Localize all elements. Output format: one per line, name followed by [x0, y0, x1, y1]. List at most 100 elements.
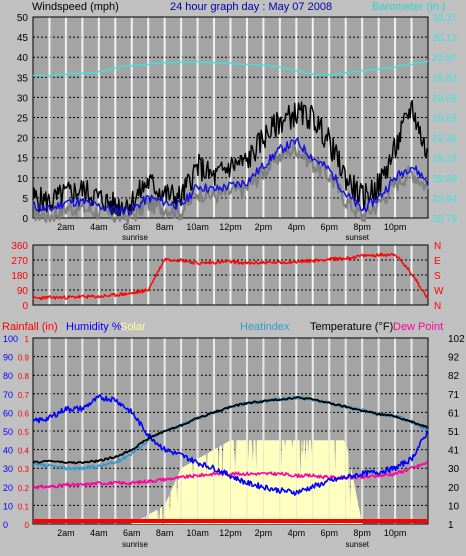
baro-y-tick: 29.53	[432, 114, 457, 125]
temp-y-tick: 1	[448, 520, 454, 531]
legend-dewpoint: Dew Point	[393, 321, 443, 333]
baro-y-tick: 30.12	[432, 33, 457, 44]
humidity-y-tick: 30	[3, 464, 13, 474]
temp-y-tick: 82	[448, 371, 460, 382]
wind-plot-border	[32, 16, 429, 219]
wind-y-tick: 40	[17, 53, 29, 64]
humidity-y-tick: 0	[3, 520, 8, 530]
x-tick-label: 6am	[123, 528, 141, 538]
wind-y-tick: 25	[17, 114, 29, 125]
rain-y-tick: 0.4	[18, 447, 30, 456]
x-tick-label: 10pm	[384, 528, 407, 538]
x-tick-label: 12pm	[219, 222, 242, 232]
baro-y-tick: 29.23	[432, 154, 457, 165]
rain-y-tick: 0.3	[18, 465, 30, 474]
sunset-label: sunset	[345, 540, 369, 549]
wind-y-tick: 0	[22, 214, 28, 225]
wind-direction-panel: 0 N 90 W 180 S 270 E 360 N	[11, 241, 444, 312]
temp-y-tick: 51	[448, 427, 460, 438]
wind-y-tick: 10	[17, 174, 29, 185]
baro-y-tick: 28.79	[432, 214, 457, 225]
wind-axis-label: Windspeed (mph)	[32, 1, 119, 13]
baro-y-tick: 30.27	[432, 13, 457, 24]
wind-y-tick: 50	[17, 13, 29, 24]
sunrise-label: sunrise	[122, 540, 148, 549]
wind-direction-line	[32, 252, 429, 301]
baro-y-tick: 29.83	[432, 73, 457, 84]
temp-y-tick: 30	[448, 464, 460, 475]
temp-humidity-panel: 0 0 1 10 0.1 10 20 0.2 20 30 0.3 30 40 0.4 41 50 0.5 51 60…	[3, 334, 465, 549]
dir-y-tick: 270	[11, 256, 28, 267]
dir-compass-tick: S	[434, 271, 441, 282]
humidity-line	[32, 394, 428, 496]
wind-barometer-panel: 0 28.79 5 28.94 10 29.09 15 29.23 20 29.38 25 29.53…	[17, 13, 458, 242]
barometer-axis-label: Barometer (in.)	[372, 1, 445, 13]
temp-y-tick: 71	[448, 390, 460, 401]
x-tick-label: 8am	[156, 528, 174, 538]
rainfall-bar	[33, 519, 428, 523]
temp-y-tick: 10	[448, 501, 460, 512]
wind-y-tick: 20	[17, 134, 29, 145]
x-tick-label: 2pm	[255, 528, 273, 538]
rain-y-tick: 0.1	[18, 502, 30, 511]
wind-y-tick: 35	[17, 73, 29, 84]
x-tick-label: 8am	[156, 222, 174, 232]
legend-heatindex: Heatindex	[240, 321, 290, 333]
x-tick-label: 6pm	[320, 528, 338, 538]
wind-lull-line	[32, 141, 429, 226]
x-tick-label: 8pm	[353, 528, 371, 538]
dir-compass-tick: W	[434, 286, 444, 297]
wind-y-tick: 30	[17, 93, 29, 104]
humidity-y-tick: 60	[3, 408, 13, 418]
baro-y-tick: 29.09	[432, 174, 457, 185]
x-tick-label: 10am	[186, 528, 209, 538]
x-tick-label: 4am	[90, 528, 108, 538]
humidity-y-tick: 40	[3, 446, 13, 456]
humidity-y-tick: 70	[3, 390, 13, 400]
x-tick-label: 12pm	[219, 528, 242, 538]
x-tick-label: 2am	[57, 222, 75, 232]
humidity-y-tick: 100	[3, 334, 18, 344]
humidity-y-tick: 90	[3, 353, 13, 363]
legend-temperature: Temperature (°F)	[310, 321, 393, 333]
wind-avg-line	[32, 137, 429, 216]
rain-y-tick: 0.9	[18, 354, 30, 363]
dir-plot-border	[32, 244, 429, 306]
baro-y-tick: 29.97	[432, 53, 457, 64]
temperature-line	[32, 396, 429, 465]
dir-y-tick: 180	[11, 271, 28, 282]
baro-y-tick: 28.94	[432, 194, 457, 205]
baro-y-tick: 29.38	[432, 134, 457, 145]
temp-y-tick: 102	[448, 334, 465, 345]
rain-y-tick: 0.7	[18, 391, 30, 400]
x-tick-label: 8pm	[353, 222, 371, 232]
temp-y-tick: 61	[448, 408, 460, 419]
temp-y-tick: 20	[448, 483, 460, 494]
x-tick-label: 4pm	[288, 528, 306, 538]
dir-y-tick: 0	[22, 301, 28, 312]
humidity-y-tick: 80	[3, 371, 13, 381]
x-tick-label: 4am	[90, 222, 108, 232]
rain-y-tick: 0	[25, 521, 30, 530]
rain-y-tick: 0.8	[18, 372, 30, 381]
temp-y-tick: 92	[448, 353, 460, 364]
dir-compass-tick: N	[434, 241, 441, 252]
sunrise-label: sunrise	[122, 233, 148, 242]
legend-humidity: Humidity %	[66, 321, 122, 333]
rain-y-tick: 0.6	[18, 409, 30, 418]
wind-y-tick: 5	[22, 194, 28, 205]
chart-title: 24 hour graph day : May 07 2008	[170, 1, 332, 13]
rain-y-tick: 1	[25, 335, 30, 344]
dir-y-tick: 360	[11, 241, 28, 252]
wind-gust-line	[32, 99, 429, 217]
legend-rainfall: Rainfall (in)	[2, 321, 58, 333]
rain-y-tick: 0.5	[18, 428, 30, 437]
dir-y-tick: 90	[17, 286, 29, 297]
humidity-y-tick: 50	[3, 427, 13, 437]
humidity-y-tick: 10	[3, 501, 13, 511]
legend-solar: Solar	[120, 321, 146, 333]
x-tick-label: 2pm	[255, 222, 273, 232]
baro-y-tick: 29.68	[432, 93, 457, 104]
dir-compass-tick: E	[434, 256, 441, 267]
